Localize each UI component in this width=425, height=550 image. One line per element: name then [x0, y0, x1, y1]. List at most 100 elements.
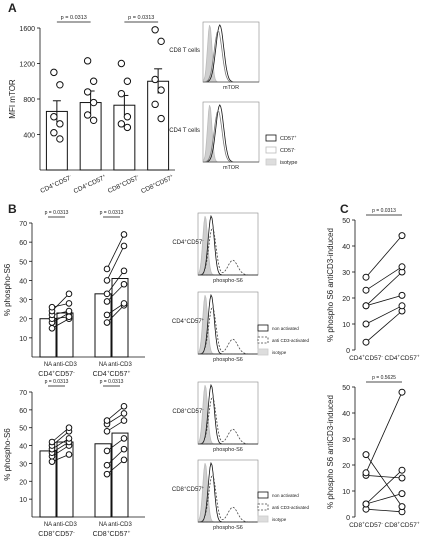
b-cd8-y-tick-label: 30 [19, 461, 27, 468]
a-hist-cd8-label: CD8 T cells [169, 48, 200, 54]
a-pvalue: p = 0.0313 [61, 15, 87, 21]
c-cd4-group-label: CD4+CD57- [349, 354, 383, 362]
b-cd8-y-tick-label: 20 [19, 479, 27, 486]
c-cd8-point [398, 466, 406, 474]
c-cd4-point [362, 286, 370, 294]
a-category-label: CD8+CD57+ [140, 173, 175, 195]
b-cd8-pair-line [106, 438, 125, 452]
b-cd4-group-label: CD4+CD57+ [93, 371, 131, 378]
c-cd8-y-tick-label: 20 [342, 463, 350, 470]
b-legend-label: non activated [272, 493, 299, 498]
b-cd8-point [120, 402, 128, 410]
b-cd4-point [48, 303, 56, 311]
c-cd4-point [362, 320, 370, 328]
b-cd4-point [120, 300, 128, 307]
a-y-tick-label: 1600 [19, 26, 35, 33]
b-cd4-bar [56, 312, 74, 358]
b-cd8-point [103, 417, 111, 424]
c-cd4-point [398, 263, 406, 271]
c-cd4-point [398, 291, 406, 299]
b-cd8-point [103, 447, 111, 455]
c-cd4-point [398, 232, 406, 240]
a-y-label: MFI mTOR [8, 79, 17, 119]
a-point [117, 89, 126, 98]
a-bar [147, 80, 170, 171]
a-point [83, 88, 92, 96]
b-legend-label: anti CD3-activated [272, 505, 310, 510]
c-cd8-group-label: CD8+CD57+ [385, 521, 420, 529]
a-point [50, 129, 58, 137]
a-legend-swatch [265, 158, 277, 166]
b-cd4-pair-line [106, 270, 125, 295]
b-legend-swatch [257, 491, 269, 499]
b-hist-2-label: CD8+CD57- [172, 407, 204, 415]
b-cd8-pair-line [51, 427, 70, 443]
b-hist-0-xlabel: phospho-S6 [213, 278, 243, 284]
b-cd4-y-label: % phospho-S6 [3, 263, 12, 316]
c-cd8-y-tick-label: 50 [342, 385, 350, 392]
b-cd8-point [120, 410, 128, 417]
b-cd8-pair-line [106, 448, 125, 466]
c-cd8-pair-line [365, 508, 403, 513]
b-hist-1-label: CD4+CD57+ [172, 317, 205, 325]
a-y-tick-label: 800 [23, 97, 35, 104]
b-cd8-pair-line [51, 438, 70, 450]
b-cd8-bar [39, 450, 57, 518]
b-cd4-pair-line [106, 305, 125, 323]
a-point [50, 68, 58, 77]
b-cd8-pair-line [106, 420, 125, 432]
a-hist-cd8-cd57-neg [202, 30, 259, 83]
a-y-tick-label: 400 [23, 133, 35, 140]
c-cd4-y-tick-label: 0 [346, 348, 350, 355]
b-cd8-tick-text: NA [44, 522, 52, 528]
b-cd8-pair-line [51, 441, 70, 454]
b-hist-1-non-activated [198, 293, 258, 355]
a-y-tick-label: 1200 [19, 62, 35, 69]
b-cd8-point [48, 438, 56, 446]
a-hist-cd4-xlabel: mTOR [223, 165, 239, 171]
a-point [123, 113, 132, 121]
a-point [83, 111, 92, 119]
c-cd4-point [398, 302, 406, 310]
b-cd4-pair-line [106, 234, 125, 270]
b-cd8-point [120, 445, 128, 453]
b-cd8-point [65, 435, 73, 442]
a-point [89, 77, 98, 85]
b-cd8-point [103, 470, 111, 478]
c-cd8-y-label: % phospho S6 antiCD3-induced [326, 395, 335, 509]
c-cd4-pair-line [365, 305, 403, 325]
b-cd8-pair-line [106, 405, 125, 421]
b-cd4-point [103, 319, 111, 326]
a-point [89, 116, 98, 125]
b-hist-1-activated [198, 306, 258, 355]
b-cd8-y-tick-label: 40 [19, 444, 27, 451]
a-point [56, 120, 64, 128]
b-cd4-y-tick-label: 30 [19, 298, 27, 305]
b-hist-3-activated [198, 474, 258, 523]
b-cd4-pair-line [106, 283, 125, 302]
b-hist-0-label: CD4+CD57- [172, 238, 204, 246]
b-hist-3-non-activated [198, 461, 258, 523]
b-cd4-y-tick-label: 10 [19, 336, 27, 343]
panel-label-a: A [8, 1, 17, 15]
a-hist-cd8-xlabel: mTOR [223, 85, 239, 91]
a-point [123, 123, 132, 132]
a-hist-cd4-label: CD4 T cells [169, 128, 200, 134]
b-hist-2-xlabel: phospho-S6 [213, 447, 243, 453]
panel-label-b: B [8, 202, 17, 216]
a-point [56, 135, 64, 143]
b-legend-swatch [257, 515, 269, 523]
b-cd4-tick-text: NA [44, 362, 52, 368]
b-cd4-point [103, 265, 111, 273]
c-cd8-y-tick-label: 40 [342, 411, 350, 418]
c-cd8-y-tick-label: 0 [346, 515, 350, 522]
c-cd8-pair-line [365, 392, 403, 473]
b-legend-swatch [257, 324, 269, 332]
b-cd8-pvalue: p = 0.0313 [45, 379, 69, 385]
b-cd4-pvalue: p = 0.0313 [45, 210, 69, 216]
b-cd8-tick-text: anti-CD3 [108, 522, 132, 528]
c-cd4-y-tick-label: 30 [342, 270, 350, 277]
b-cd4-point [103, 277, 111, 284]
b-cd4-point [48, 324, 56, 332]
